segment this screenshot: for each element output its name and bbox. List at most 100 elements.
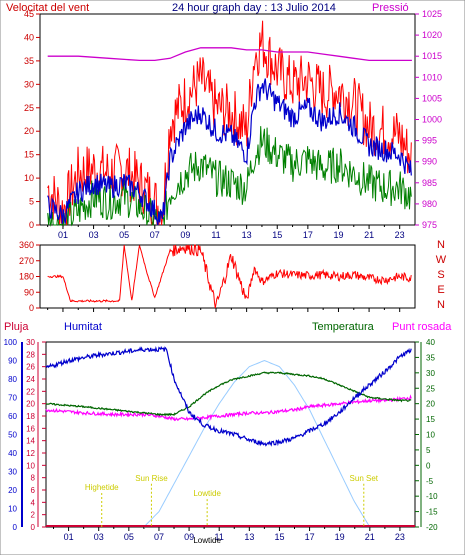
- temperature-tick-label: 5: [426, 446, 431, 455]
- y-left-label: 25: [24, 103, 34, 113]
- x-tick-label: 07: [154, 532, 164, 542]
- x-tick-label: 09: [184, 532, 194, 542]
- temperature-title: Temperatura: [312, 321, 375, 333]
- temperature-tick-label: -15: [426, 508, 438, 517]
- humidity-tick-label: 60: [8, 412, 17, 421]
- series-solar: [143, 359, 371, 528]
- temperature-tick-label: -20: [426, 523, 438, 532]
- x-tick-label: 05: [119, 230, 129, 240]
- x-tick-label: 11: [215, 532, 224, 542]
- y-left-label: 30: [24, 79, 34, 89]
- x-tick-label: 05: [124, 532, 134, 542]
- y-right-label: 1025: [422, 9, 442, 19]
- x-tick-label: 03: [94, 532, 104, 542]
- annotation-label: Sun Set: [350, 474, 379, 483]
- x-tick-label: 21: [365, 532, 375, 542]
- rain-tick-label: 14: [26, 437, 35, 446]
- wind-pressure-chart: 01 03 05 07 09 11 13 15 17 19 21 230510152025303540…: [24, 9, 442, 240]
- x-tick-label: 15: [274, 532, 284, 542]
- series-wind-avg: [47, 78, 412, 226]
- x-tick-label: 01: [64, 532, 74, 542]
- x-tick-label: 13: [244, 532, 254, 542]
- y-left-label: 35: [24, 56, 34, 66]
- y-left-label: 0: [29, 220, 34, 230]
- series-direction: [47, 244, 412, 309]
- y-right-label: 995: [422, 136, 437, 146]
- y-left-label: 360: [19, 240, 34, 250]
- y-right-label: 1020: [422, 30, 442, 40]
- x-tick-label: 03: [89, 230, 99, 240]
- x-tick-label: 21: [364, 230, 374, 240]
- x-tick-label: 19: [333, 230, 343, 240]
- rain-tick-label: 6: [31, 486, 36, 495]
- series-temperature: [46, 371, 412, 417]
- humidity-tick-label: 10: [8, 505, 17, 514]
- y-left-label: 270: [19, 256, 34, 266]
- compass-label: S: [437, 269, 444, 281]
- rain-tick-label: 30: [26, 338, 35, 347]
- plot-area: [45, 341, 416, 528]
- climate-chart: 01 03 05 07 09 11 13 15 17 19 21 230246810121416182…: [4, 338, 438, 545]
- compass-label: W: [436, 254, 447, 266]
- rain-tick-label: 4: [31, 498, 36, 507]
- y-left-label: 5: [29, 197, 34, 207]
- y-right-label: 1015: [422, 51, 442, 61]
- y-right-label: 1005: [422, 93, 442, 103]
- x-tick-label: 13: [242, 230, 252, 240]
- rain-tick-label: 10: [26, 461, 35, 470]
- rain-tick-label: 16: [26, 424, 35, 433]
- rain-tick-label: 28: [26, 350, 35, 359]
- y-right-label: 975: [422, 220, 437, 230]
- rain-tick-label: 20: [26, 400, 35, 409]
- y-left-label: 0: [29, 303, 34, 313]
- x-tick-label: 09: [180, 230, 190, 240]
- temperature-tick-label: 10: [426, 431, 435, 440]
- temperature-tick-label: -10: [426, 492, 438, 501]
- humidity-tick-label: 0: [13, 523, 18, 532]
- rain-tick-label: 26: [26, 363, 35, 372]
- x-tick-label: 11: [211, 230, 220, 240]
- rain-tick-label: 24: [26, 375, 35, 384]
- humidity-tick-label: 40: [8, 449, 17, 458]
- x-tick-label: 07: [150, 230, 160, 240]
- y-right-label: 985: [422, 178, 437, 188]
- y-right-label: 1010: [422, 72, 442, 82]
- temperature-tick-label: 40: [426, 338, 435, 347]
- rain-tick-label: 0: [31, 523, 36, 532]
- humidity-tick-label: 70: [8, 394, 17, 403]
- dewpoint-title: Punt rosada: [392, 321, 452, 333]
- annotation-label: Lowtide: [193, 536, 221, 545]
- rain-tick-label: 18: [26, 412, 35, 421]
- y-right-label: 980: [422, 199, 437, 209]
- wind-speed-title: Velocitat del vent: [6, 2, 89, 14]
- pressure-title: Pressió: [372, 2, 409, 14]
- y-left-label: 90: [24, 287, 34, 297]
- rain-tick-label: 8: [31, 474, 36, 483]
- humidity-tick-label: 100: [4, 338, 18, 347]
- x-tick-label: 01: [58, 230, 68, 240]
- annotation-label: Sun Rise: [135, 474, 168, 483]
- rain-title: Pluja: [4, 321, 29, 333]
- y-right-label: 990: [422, 157, 437, 167]
- series-pressure: [47, 47, 412, 62]
- compass-label: E: [437, 284, 444, 296]
- x-tick-label: 19: [335, 532, 345, 542]
- humidity-tick-label: 20: [8, 486, 17, 495]
- y-left-label: 20: [24, 126, 34, 136]
- temperature-tick-label: 30: [426, 369, 435, 378]
- y-left-label: 40: [24, 32, 34, 42]
- graph-title: 24 hour graph day : 13 Julio 2014: [172, 2, 336, 14]
- series-wind-min: [47, 126, 412, 227]
- y-left-label: 10: [24, 173, 34, 183]
- rain-tick-label: 2: [31, 511, 36, 520]
- annotation-label: Lowtide: [193, 489, 221, 498]
- humidity-tick-label: 80: [8, 375, 17, 384]
- temperature-tick-label: -5: [426, 477, 434, 486]
- temperature-tick-label: 20: [426, 400, 435, 409]
- humidity-tick-label: 30: [8, 468, 17, 477]
- compass-label: N: [437, 239, 445, 251]
- temperature-tick-label: 25: [426, 384, 435, 393]
